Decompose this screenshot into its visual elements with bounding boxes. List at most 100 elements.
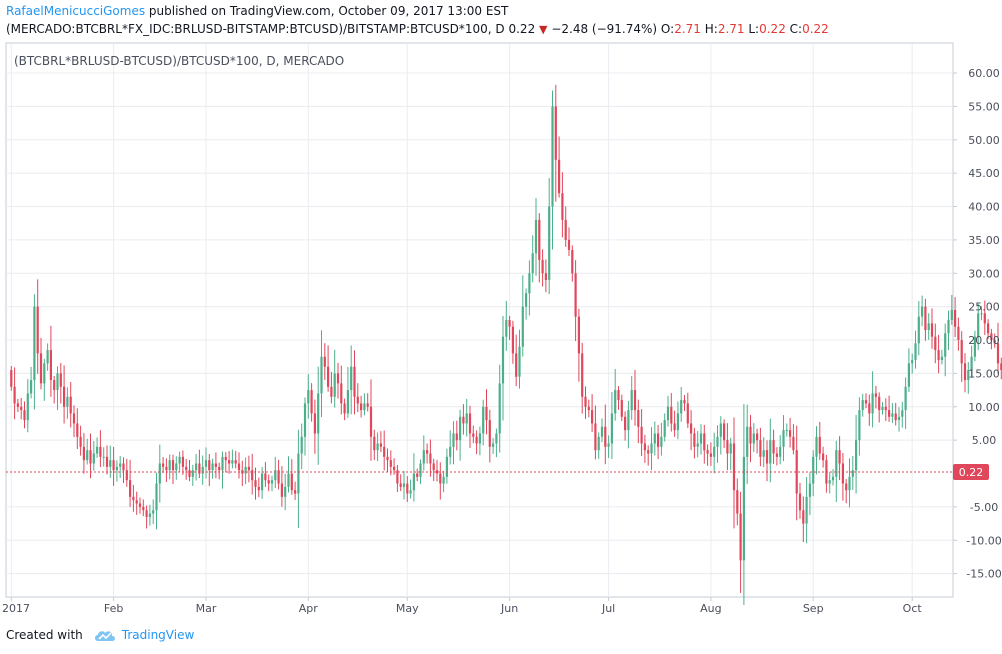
candle bbox=[449, 430, 452, 465]
candle-body bbox=[488, 420, 491, 447]
candle bbox=[472, 425, 475, 444]
candle-body bbox=[739, 513, 742, 561]
candle bbox=[426, 443, 429, 464]
candle bbox=[749, 414, 752, 463]
candle bbox=[657, 424, 660, 460]
candle-body bbox=[350, 366, 353, 391]
candle-body bbox=[746, 426, 749, 457]
y-axis[interactable]: 60.00 55.00 50.00 45.00 40.00 35.00 30.00 25.00… bbox=[953, 67, 1002, 581]
candle bbox=[508, 315, 511, 340]
candle bbox=[188, 459, 191, 482]
candle-body bbox=[967, 370, 970, 381]
candle-body bbox=[983, 313, 986, 324]
candle bbox=[26, 379, 29, 433]
candle-body bbox=[600, 426, 604, 437]
candle-body bbox=[340, 383, 343, 404]
last-value: 0.22 bbox=[508, 22, 536, 36]
candle-body bbox=[465, 413, 468, 424]
candle bbox=[739, 491, 742, 594]
candle-body bbox=[699, 433, 703, 444]
candle-body bbox=[845, 483, 848, 491]
candle bbox=[914, 330, 917, 369]
candle-body bbox=[46, 350, 49, 364]
candle-body bbox=[56, 373, 59, 391]
candle-body bbox=[422, 450, 425, 464]
candle bbox=[690, 410, 693, 451]
candle bbox=[138, 497, 142, 514]
candle-body bbox=[129, 480, 132, 497]
candle-body bbox=[851, 470, 854, 477]
candle bbox=[445, 448, 448, 484]
candle-body bbox=[10, 370, 13, 387]
candle bbox=[168, 454, 171, 480]
x-tick-label: Aug bbox=[700, 602, 721, 615]
candle bbox=[20, 397, 23, 420]
candle bbox=[181, 450, 184, 475]
candle bbox=[693, 427, 696, 459]
candle-body bbox=[26, 393, 29, 421]
y-tick-label: 10.00 bbox=[968, 401, 1000, 414]
tradingview-logo[interactable]: TradingView bbox=[93, 628, 195, 642]
candle-body bbox=[468, 413, 472, 434]
candle bbox=[934, 323, 937, 364]
candle bbox=[785, 423, 788, 437]
candle-body bbox=[254, 480, 257, 487]
y-tick-label: 35.00 bbox=[968, 234, 1000, 247]
tradingview-brand[interactable]: TradingView bbox=[121, 628, 195, 642]
candle-body bbox=[356, 396, 359, 404]
candle-body bbox=[822, 453, 825, 461]
candle-body bbox=[82, 446, 85, 461]
candle-body bbox=[261, 473, 264, 491]
candle-body bbox=[270, 480, 274, 484]
candle-body bbox=[831, 476, 835, 481]
candle bbox=[228, 450, 231, 474]
candle-body bbox=[541, 259, 544, 274]
candle bbox=[897, 407, 901, 432]
candle-body bbox=[752, 433, 755, 444]
candle-body bbox=[165, 466, 168, 471]
candle-body bbox=[59, 373, 62, 387]
candle bbox=[594, 405, 597, 460]
candle-body bbox=[201, 466, 204, 474]
low-value: 0.22 bbox=[759, 22, 786, 36]
candle bbox=[277, 459, 280, 490]
candle bbox=[723, 419, 726, 448]
candle-body bbox=[204, 460, 208, 467]
candle bbox=[330, 371, 333, 404]
candle-body bbox=[904, 386, 907, 411]
candle-body bbox=[482, 406, 485, 434]
candle bbox=[845, 479, 848, 504]
candle bbox=[251, 453, 254, 495]
candle bbox=[627, 400, 630, 449]
candle bbox=[574, 260, 577, 342]
candle bbox=[201, 455, 204, 485]
candle-body bbox=[508, 320, 511, 327]
candle bbox=[356, 383, 359, 413]
candle-body bbox=[188, 470, 191, 477]
candle-body bbox=[587, 406, 590, 411]
candle bbox=[630, 375, 633, 420]
candle-body bbox=[584, 396, 587, 407]
candle bbox=[818, 421, 821, 460]
x-axis[interactable]: 2017 Feb Mar Apr May Jun Jul Aug Sep Oct bbox=[2, 597, 922, 615]
y-tick-label: 25.00 bbox=[968, 301, 1000, 314]
candle-body bbox=[115, 466, 118, 471]
candle-body bbox=[789, 430, 792, 437]
candle bbox=[706, 444, 709, 466]
candle-body bbox=[944, 333, 947, 357]
author-link[interactable]: RafaelMenicucciGomes bbox=[6, 4, 146, 18]
candle bbox=[713, 432, 716, 474]
candle bbox=[313, 399, 316, 454]
candle bbox=[16, 398, 19, 413]
candle bbox=[759, 427, 762, 467]
candle-body bbox=[736, 490, 739, 514]
candle-body bbox=[713, 446, 716, 457]
candle-body bbox=[66, 396, 69, 407]
candle-body bbox=[327, 366, 330, 387]
candle-body bbox=[383, 446, 386, 457]
candle-body bbox=[69, 396, 72, 414]
candle-body bbox=[92, 453, 95, 464]
y-tick-label: 50.00 bbox=[968, 134, 1000, 147]
candle-body bbox=[950, 309, 953, 320]
